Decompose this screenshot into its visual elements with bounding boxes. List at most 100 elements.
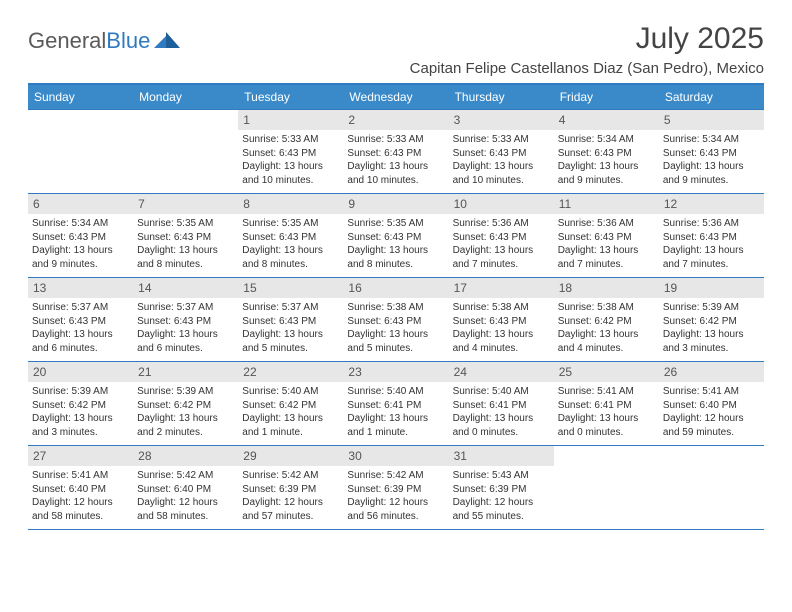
logo-text-1: General — [28, 28, 106, 54]
day-info: Sunrise: 5:39 AMSunset: 6:42 PMDaylight:… — [663, 301, 760, 355]
day-cell — [659, 446, 764, 529]
day-info: Sunrise: 5:42 AMSunset: 6:39 PMDaylight:… — [347, 469, 444, 523]
weekday-sunday: Sunday — [28, 85, 133, 109]
day-cell: 16 Sunrise: 5:38 AMSunset: 6:43 PMDayligh… — [343, 278, 448, 361]
day-cell: 1 Sunrise: 5:33 AMSunset: 6:43 PMDaylight… — [238, 110, 343, 193]
day-info: Sunrise: 5:41 AMSunset: 6:40 PMDaylight:… — [663, 385, 760, 439]
day-info: Sunrise: 5:38 AMSunset: 6:43 PMDaylight:… — [453, 301, 550, 355]
day-number: 15 — [238, 278, 343, 298]
day-cell: 10Sunrise: 5:36 AMSunset: 6:43 PMDayligh… — [449, 194, 554, 277]
day-cell: 7 Sunrise: 5:35 AMSunset: 6:43 PMDaylight… — [133, 194, 238, 277]
day-number: 29 — [238, 446, 343, 466]
day-info: Sunrise: 5:41 AMSunset: 6:40 PMDaylight:… — [32, 469, 129, 523]
day-cell: 30 Sunrise: 5:42 AMSunset: 6:39 PMDayligh… — [343, 446, 448, 529]
day-number: 7 — [133, 194, 238, 214]
day-info: Sunrise: 5:38 AMSunset: 6:43 PMDaylight:… — [347, 301, 444, 355]
day-info: Sunrise: 5:34 AMSunset: 6:43 PMDaylight:… — [558, 133, 655, 187]
day-number: 1 — [238, 110, 343, 130]
day-info: Sunrise: 5:35 AMSunset: 6:43 PMDaylight:… — [347, 217, 444, 271]
day-number: 11 — [554, 194, 659, 214]
day-cell: 6 Sunrise: 5:34 AMSunset: 6:43 PMDaylight… — [28, 194, 133, 277]
day-cell: 15Sunrise: 5:37 AMSunset: 6:43 PMDayligh… — [238, 278, 343, 361]
day-info: Sunrise: 5:37 AMSunset: 6:43 PMDaylight:… — [32, 301, 129, 355]
week-row: 1 Sunrise: 5:33 AMSunset: 6:43 PMDaylight… — [28, 109, 764, 193]
day-cell: 18 Sunrise: 5:38 AMSunset: 6:42 PMDayligh… — [554, 278, 659, 361]
day-cell: 25Sunrise: 5:41 AMSunset: 6:41 PMDayligh… — [554, 362, 659, 445]
day-info: Sunrise: 5:36 AMSunset: 6:43 PMDaylight:… — [663, 217, 760, 271]
week-row: 20Sunrise: 5:39 AMSunset: 6:42 PMDayligh… — [28, 361, 764, 445]
day-number: 28 — [133, 446, 238, 466]
day-number: 30 — [343, 446, 448, 466]
day-number: 8 — [238, 194, 343, 214]
day-info: Sunrise: 5:35 AMSunset: 6:43 PMDaylight:… — [242, 217, 339, 271]
day-number: 5 — [659, 110, 764, 130]
day-number: 14 — [133, 278, 238, 298]
day-info: Sunrise: 5:39 AMSunset: 6:42 PMDaylight:… — [32, 385, 129, 439]
day-info: Sunrise: 5:35 AMSunset: 6:43 PMDaylight:… — [137, 217, 234, 271]
day-cell: 11 Sunrise: 5:36 AMSunset: 6:43 PMDayligh… — [554, 194, 659, 277]
day-number: 12 — [659, 194, 764, 214]
day-cell: 21Sunrise: 5:39 AMSunset: 6:42 PMDayligh… — [133, 362, 238, 445]
day-number: 23 — [343, 362, 448, 382]
day-number: 17 — [449, 278, 554, 298]
day-info: Sunrise: 5:36 AMSunset: 6:43 PMDaylight:… — [558, 217, 655, 271]
header: GeneralBlue July 2025 Capitan Felipe Cas… — [28, 22, 764, 77]
week-row: 6 Sunrise: 5:34 AMSunset: 6:43 PMDaylight… — [28, 193, 764, 277]
weekday-tuesday: Tuesday — [238, 85, 343, 109]
day-cell — [28, 110, 133, 193]
day-info: Sunrise: 5:38 AMSunset: 6:42 PMDaylight:… — [558, 301, 655, 355]
day-cell: 4 Sunrise: 5:34 AMSunset: 6:43 PMDaylight… — [554, 110, 659, 193]
day-cell: 14 Sunrise: 5:37 AMSunset: 6:43 PMDayligh… — [133, 278, 238, 361]
day-number: 2 — [343, 110, 448, 130]
day-number: 19 — [659, 278, 764, 298]
day-number: 31 — [449, 446, 554, 466]
location: Capitan Felipe Castellanos Diaz (San Ped… — [410, 60, 764, 77]
day-info: Sunrise: 5:33 AMSunset: 6:43 PMDaylight:… — [453, 133, 550, 187]
day-cell: 5 Sunrise: 5:34 AMSunset: 6:43 PMDaylight… — [659, 110, 764, 193]
weekday-monday: Monday — [133, 85, 238, 109]
logo-text-2: Blue — [106, 28, 150, 54]
day-cell: 17 Sunrise: 5:38 AMSunset: 6:43 PMDayligh… — [449, 278, 554, 361]
day-cell: 19 Sunrise: 5:39 AMSunset: 6:42 PMDayligh… — [659, 278, 764, 361]
calendar-bottom-border — [28, 529, 764, 530]
day-cell: 2Sunrise: 5:33 AMSunset: 6:43 PMDaylight… — [343, 110, 448, 193]
day-info: Sunrise: 5:39 AMSunset: 6:42 PMDaylight:… — [137, 385, 234, 439]
weekday-friday: Friday — [554, 85, 659, 109]
day-number: 25 — [554, 362, 659, 382]
day-number: 3 — [449, 110, 554, 130]
day-number: 20 — [28, 362, 133, 382]
day-number: 26 — [659, 362, 764, 382]
day-number: 6 — [28, 194, 133, 214]
title-block: July 2025 Capitan Felipe Castellanos Dia… — [410, 22, 764, 77]
day-info: Sunrise: 5:42 AMSunset: 6:40 PMDaylight:… — [137, 469, 234, 523]
day-number: 9 — [343, 194, 448, 214]
day-cell: 23 Sunrise: 5:40 AMSunset: 6:41 PMDayligh… — [343, 362, 448, 445]
day-number: 16 — [343, 278, 448, 298]
day-number: 24 — [449, 362, 554, 382]
day-info: Sunrise: 5:40 AMSunset: 6:41 PMDaylight:… — [347, 385, 444, 439]
day-cell: 24Sunrise: 5:40 AMSunset: 6:41 PMDayligh… — [449, 362, 554, 445]
day-cell: 28 Sunrise: 5:42 AMSunset: 6:40 PMDayligh… — [133, 446, 238, 529]
day-info: Sunrise: 5:43 AMSunset: 6:39 PMDaylight:… — [453, 469, 550, 523]
day-cell: 20 Sunrise: 5:39 AMSunset: 6:42 PMDayligh… — [28, 362, 133, 445]
day-cell: 3 Sunrise: 5:33 AMSunset: 6:43 PMDaylight… — [449, 110, 554, 193]
day-cell — [133, 110, 238, 193]
day-cell: 12 Sunrise: 5:36 AMSunset: 6:43 PMDayligh… — [659, 194, 764, 277]
weekday-saturday: Saturday — [659, 85, 764, 109]
day-number: 27 — [28, 446, 133, 466]
day-cell: 9 Sunrise: 5:35 AMSunset: 6:43 PMDaylight… — [343, 194, 448, 277]
week-row: 27 Sunrise: 5:41 AMSunset: 6:40 PMDayligh… — [28, 445, 764, 529]
day-number: 4 — [554, 110, 659, 130]
day-number: 18 — [554, 278, 659, 298]
day-info: Sunrise: 5:40 AMSunset: 6:42 PMDaylight:… — [242, 385, 339, 439]
month-title: July 2025 — [410, 22, 764, 56]
day-cell — [554, 446, 659, 529]
day-info: Sunrise: 5:37 AMSunset: 6:43 PMDaylight:… — [137, 301, 234, 355]
day-info: Sunrise: 5:33 AMSunset: 6:43 PMDaylight:… — [242, 133, 339, 187]
week-row: 13Sunrise: 5:37 AMSunset: 6:43 PMDayligh… — [28, 277, 764, 361]
day-info: Sunrise: 5:34 AMSunset: 6:43 PMDaylight:… — [663, 133, 760, 187]
day-info: Sunrise: 5:34 AMSunset: 6:43 PMDaylight:… — [32, 217, 129, 271]
weekday-thursday: Thursday — [449, 85, 554, 109]
logo-mark-icon — [154, 32, 182, 50]
day-number: 22 — [238, 362, 343, 382]
